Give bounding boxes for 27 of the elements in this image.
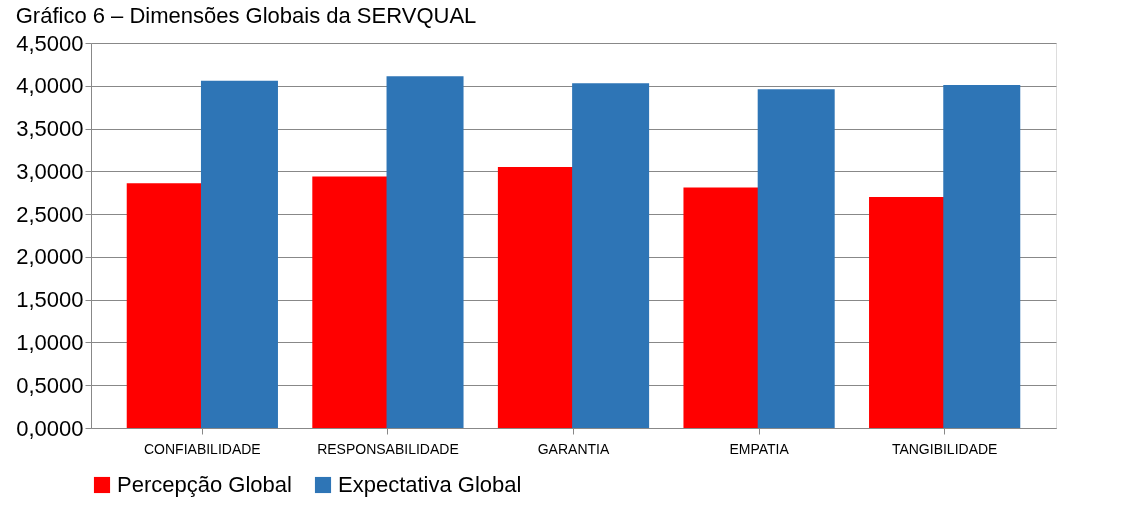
x-tick-label: RESPONSABILIDADE (317, 440, 459, 457)
y-tick-label: 2,5000 (16, 201, 84, 227)
y-tick-label: 2,0000 (16, 244, 84, 270)
bar (943, 84, 1021, 428)
y-tick-label: 4,5000 (16, 30, 84, 56)
bar (497, 167, 575, 428)
bar (683, 187, 761, 428)
y-tick-label: 0,0000 (16, 415, 84, 441)
bar (312, 176, 390, 428)
x-tick-label: GARANTIA (537, 440, 610, 457)
y-tick-label: 3,0000 (16, 158, 84, 184)
y-tick-label: 1,5000 (16, 287, 84, 313)
bar (386, 76, 464, 428)
bar (200, 80, 278, 428)
bar (126, 183, 204, 428)
legend-label: Expectativa Global (338, 472, 522, 497)
x-tick-label: TANGIBILIDADE (891, 440, 998, 457)
x-tick-label: EMPATIA (729, 440, 790, 457)
legend-label: Percepção Global (117, 472, 292, 497)
y-tick-label: 4,0000 (16, 73, 84, 99)
y-tick-label: 0,5000 (16, 372, 84, 398)
bar (572, 83, 650, 428)
y-tick-label: 1,0000 (16, 329, 84, 355)
y-tick-label: 3,5000 (16, 116, 84, 142)
bar (757, 89, 835, 428)
chart-title: Gráfico 6 – Dimensões Globais da SERVQUAL (15, 3, 477, 28)
x-tick-label: CONFIABILIDADE (143, 440, 261, 457)
